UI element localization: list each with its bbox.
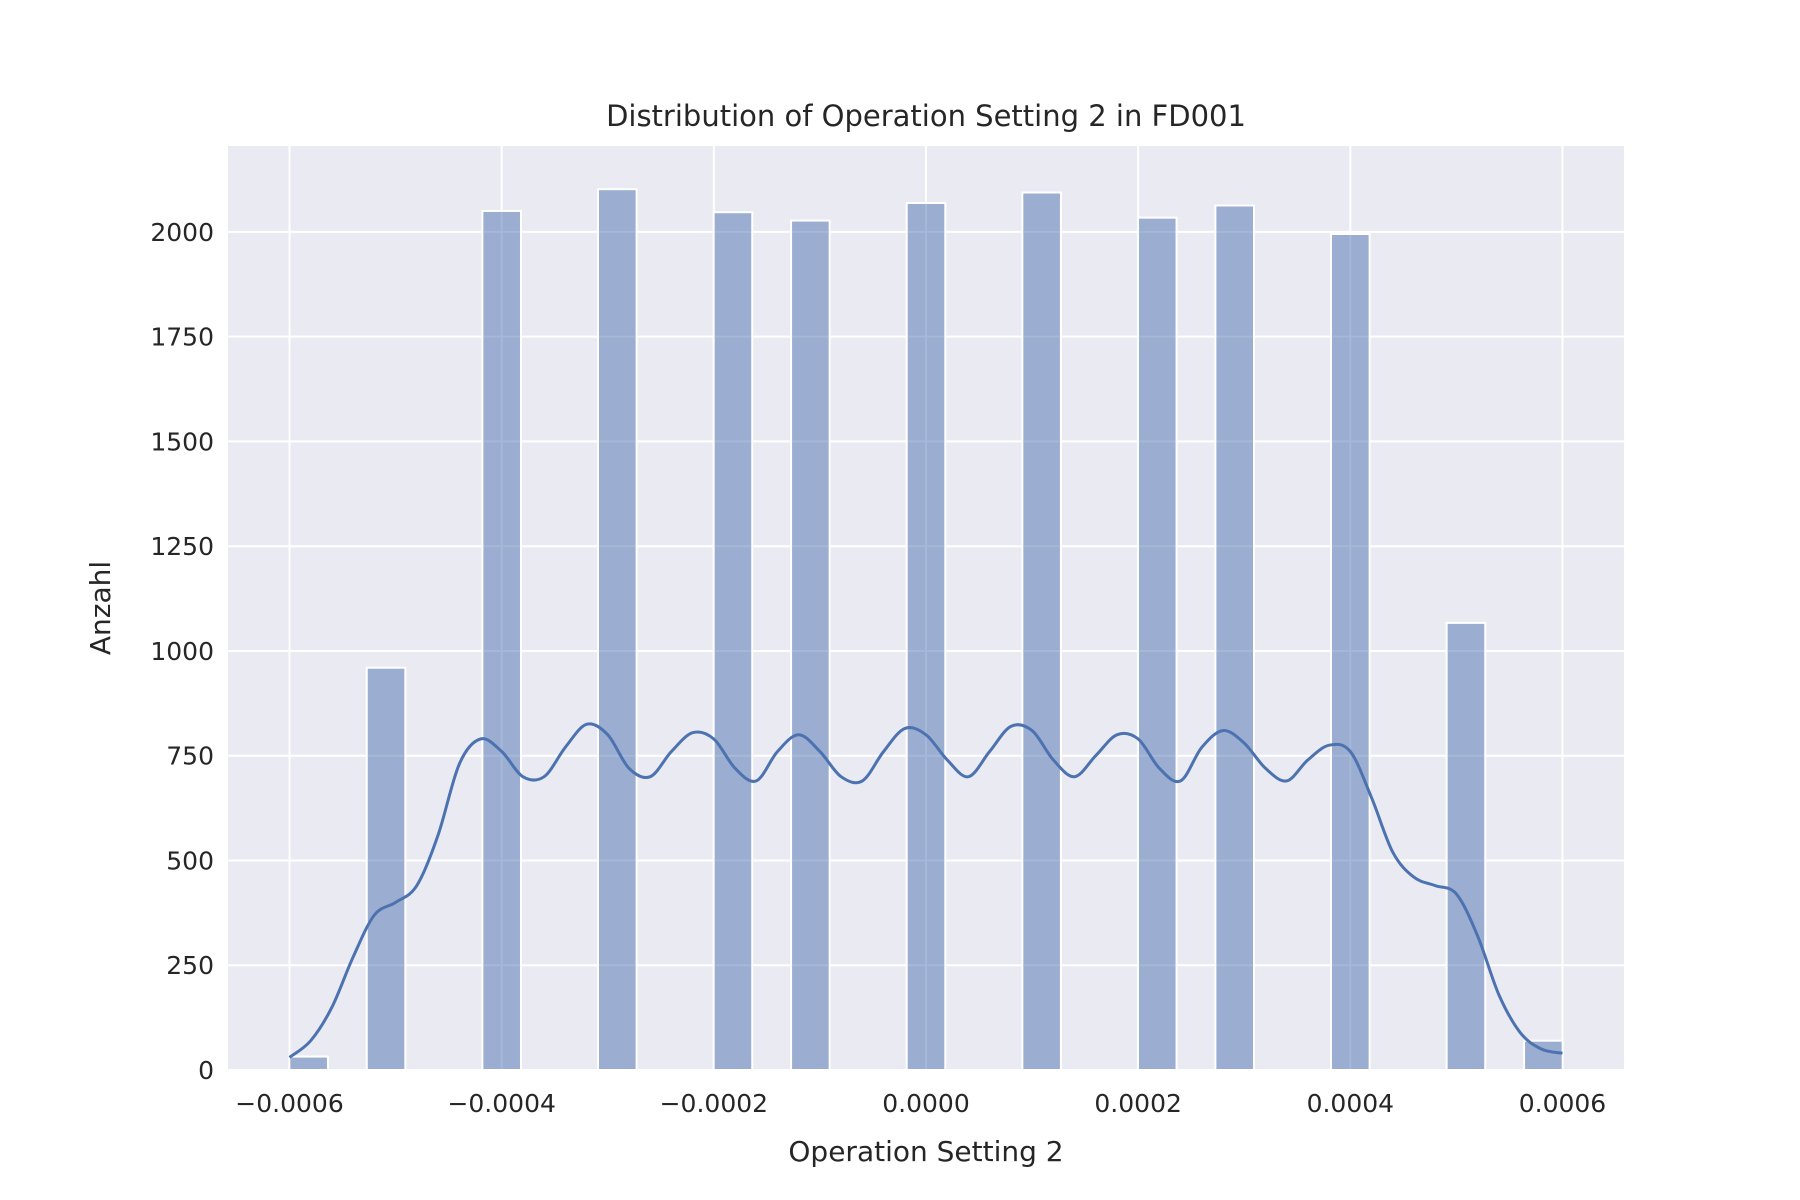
- kde-line: [288, 722, 1563, 1059]
- x-tick-label: 0.0004: [1307, 1089, 1394, 1118]
- y-tick-label: 2000: [150, 218, 214, 247]
- histogram-bar: [365, 666, 407, 1071]
- histogram-bar: [1214, 204, 1255, 1071]
- histogram-bar: [1445, 621, 1487, 1072]
- y-tick-label: 1250: [150, 532, 214, 561]
- y-tick-label: 750: [166, 742, 214, 771]
- y-tick-label: 250: [166, 951, 214, 980]
- x-tick-label: −0.0004: [447, 1089, 555, 1118]
- histogram-bar: [1523, 1039, 1564, 1071]
- histogram-bar: [712, 211, 754, 1071]
- x-tick-label: −0.0002: [660, 1089, 768, 1118]
- y-tick-label: 1750: [150, 323, 214, 352]
- x-tick-label: 0.0006: [1519, 1089, 1606, 1118]
- y-axis-label: Anzahl: [84, 561, 117, 655]
- x-tick-label: 0.0002: [1094, 1089, 1181, 1118]
- histogram-bar: [905, 201, 947, 1071]
- histogram-bar: [790, 219, 831, 1072]
- histogram-bar: [1021, 191, 1062, 1071]
- y-tick-label: 0: [198, 1056, 214, 1085]
- x-tick-label: 0.0000: [882, 1089, 969, 1118]
- x-axis-label: Operation Setting 2: [788, 1135, 1063, 1168]
- histogram-bar: [1136, 216, 1178, 1071]
- y-tick-label: 1000: [150, 637, 214, 666]
- histogram-bar: [288, 1055, 329, 1071]
- histogram-bar: [1330, 233, 1371, 1071]
- y-tick-label: 1500: [150, 427, 214, 456]
- y-tick-label: 500: [166, 846, 214, 875]
- x-tick-label: −0.0006: [235, 1089, 343, 1118]
- histogram-bar: [597, 188, 638, 1071]
- histogram-bar: [481, 209, 522, 1071]
- chart-title: Distribution of Operation Setting 2 in F…: [606, 99, 1246, 133]
- histogram-bars: [288, 188, 1564, 1072]
- y-tick-labels: 0 250 500 750 1000 1250 1500 1750 2000: [150, 218, 214, 1085]
- x-tick-labels: −0.0006 −0.0004 −0.0002 0.0000 0.0002 0.0004 0…: [235, 1089, 1606, 1118]
